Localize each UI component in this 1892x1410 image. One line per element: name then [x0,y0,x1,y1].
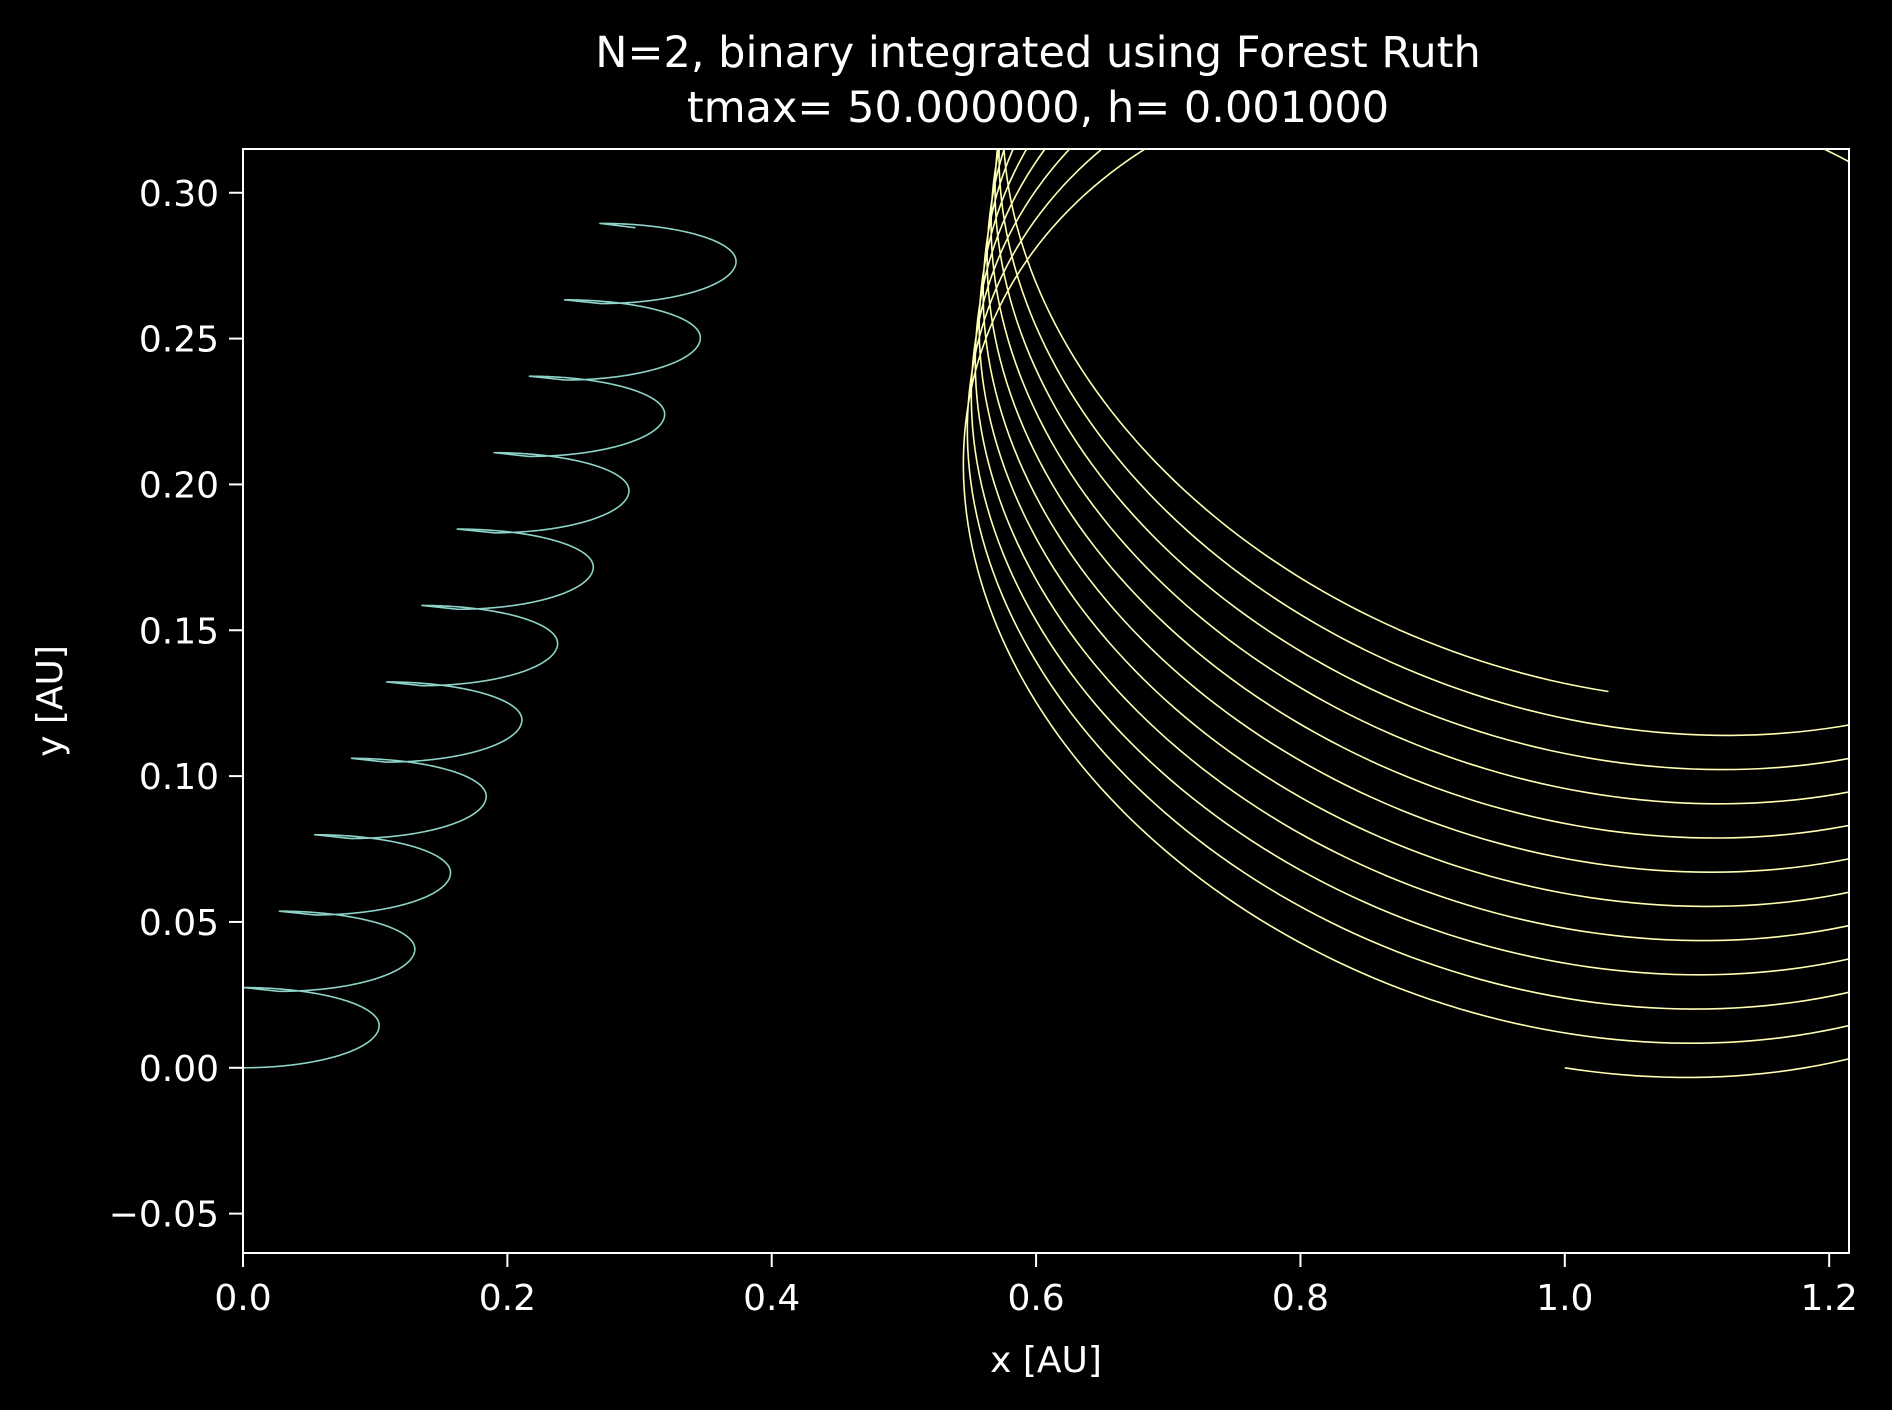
axes-frame [242,148,1850,1254]
y-tick-label: −0.05 [109,1195,219,1236]
y-tick-label: 0.20 [139,465,219,506]
x-tick-label: 1.0 [1536,1278,1593,1319]
x-tick-label: 0.0 [214,1278,271,1319]
y-axis: −0.05 0.00 0.05 0.10 0.15 0.20 0.25 0.30 [109,174,243,1236]
x-tick-label: 1.2 [1801,1278,1858,1319]
chart-title: N=2, binary integrated using Forest Ruth… [595,28,1480,133]
x-tick-label: 0.4 [743,1278,800,1319]
x-axis-label: x [AU] [990,1340,1102,1381]
x-axis: 0.0 0.2 0.4 0.6 0.8 1.0 1.2 [214,1253,1858,1319]
y-tick-label: 0.10 [139,757,219,798]
y-tick-label: 0.00 [139,1049,219,1090]
chart-title-line-1: N=2, binary integrated using Forest Ruth [595,28,1480,78]
chart-title-line-2: tmax= 50.000000, h= 0.001000 [687,83,1389,133]
series-star-1-orbit [243,222,737,1069]
x-tick-label: 0.8 [1272,1278,1329,1319]
x-tick-label: 0.2 [479,1278,536,1319]
series-layer [243,149,1849,1079]
y-tick-label: 0.25 [139,320,219,361]
y-tick-label: 0.30 [139,174,219,215]
y-tick-label: 0.15 [139,611,219,652]
y-tick-label: 0.05 [139,903,219,944]
x-tick-label: 0.6 [1007,1278,1064,1319]
y-axis-label: y [AU] [30,645,71,757]
series-star-2-orbit [962,149,1849,1079]
